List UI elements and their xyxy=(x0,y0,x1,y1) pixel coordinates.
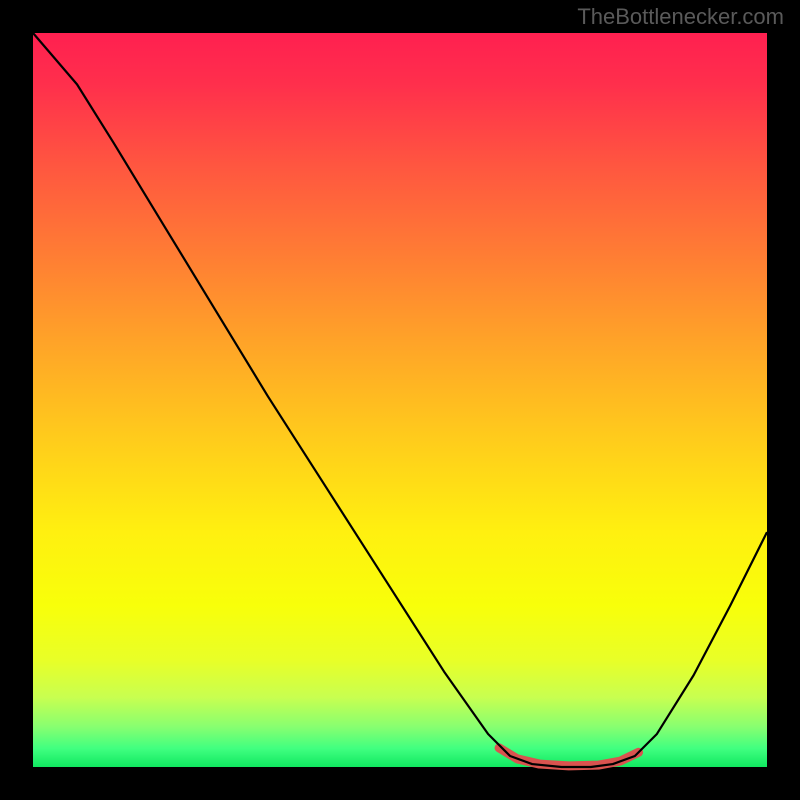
chart-container: TheBottlenecker.com xyxy=(0,0,800,800)
plot-background xyxy=(33,33,767,767)
watermark-text: TheBottlenecker.com xyxy=(577,4,784,30)
bottleneck-curve-chart xyxy=(0,0,800,800)
